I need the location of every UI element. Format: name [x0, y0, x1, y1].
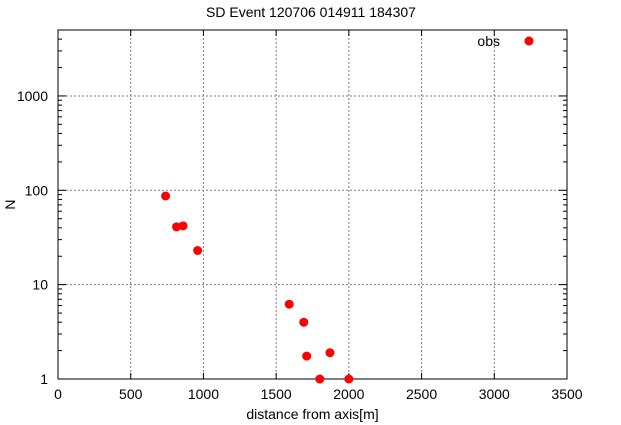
plot-frame	[57, 29, 568, 380]
data-point	[325, 348, 335, 358]
data-point	[193, 246, 203, 256]
x-axis-label: distance from axis[m]	[246, 406, 378, 422]
data-point	[302, 351, 312, 361]
ticks	[57, 29, 568, 380]
y-tick-label: 10	[32, 277, 48, 293]
x-tick-label: 0	[54, 386, 62, 402]
data-point	[284, 299, 294, 309]
data-point	[344, 374, 354, 384]
x-tick-label: 3500	[551, 386, 582, 402]
y-axis-label: N	[2, 199, 18, 209]
data-point	[161, 191, 171, 201]
legend-marker-obs	[524, 36, 534, 46]
x-tick-label: 1500	[261, 386, 292, 402]
y-tick-label: 1000	[17, 88, 48, 104]
x-tick-label: 500	[119, 386, 143, 402]
data-points	[161, 191, 354, 384]
legend-label-obs: obs	[477, 33, 500, 49]
y-tick-label: 1	[40, 371, 48, 387]
x-tick-label: 1000	[188, 386, 219, 402]
data-point	[299, 317, 309, 327]
data-point	[315, 374, 325, 384]
tick-labels: 0 500 1000 1500 2000 2500 3000 3500 1 10 100 1000	[17, 88, 583, 402]
grid	[58, 30, 567, 379]
x-tick-label: 3000	[479, 386, 510, 402]
x-tick-label: 2500	[406, 386, 437, 402]
legend: obs	[477, 33, 534, 49]
y-tick-label: 100	[25, 182, 49, 198]
chart-title: SD Event 120706 014911 184307	[206, 4, 416, 20]
x-tick-label: 2000	[333, 386, 364, 402]
data-point	[178, 221, 188, 231]
